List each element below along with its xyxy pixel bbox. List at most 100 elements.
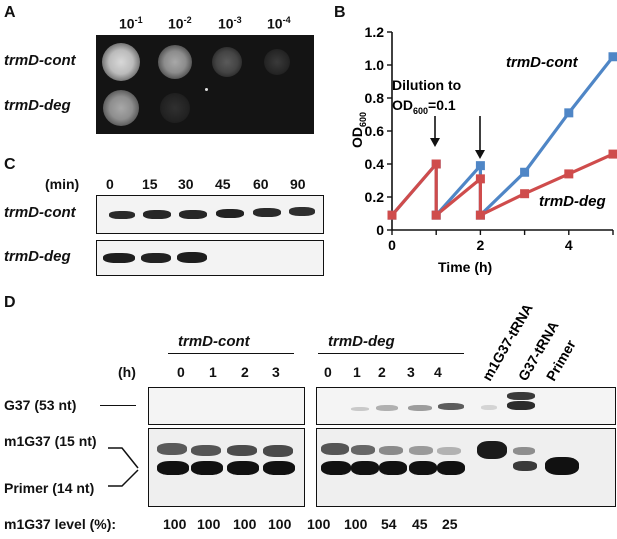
g37-band: [481, 405, 497, 410]
m1g37-band: [191, 445, 221, 456]
panel-a-row-deg: trmD-deg: [4, 97, 71, 114]
primer-band: [157, 461, 189, 475]
time-label: 45: [215, 176, 231, 192]
primer-band: [379, 461, 407, 475]
panel-c-row-deg: trmD-deg: [4, 248, 71, 265]
gel-lower-deg: [316, 428, 616, 507]
protein-band: [253, 208, 281, 217]
level-value: 54: [381, 516, 397, 532]
group-label-cont: trmD-cont: [178, 333, 250, 350]
dilution-arrow: [430, 116, 440, 147]
colony-spot: [102, 43, 140, 81]
lane-label: 2: [241, 364, 249, 380]
hour-unit-label: (h): [118, 364, 136, 380]
lane-label: 1: [353, 364, 361, 380]
data-point-trmD-cont: [475, 161, 485, 171]
panel-a-letter: A: [4, 4, 16, 21]
protein-band: [177, 252, 207, 263]
g37-band: [408, 405, 432, 411]
gel-lower-cont: [148, 428, 305, 507]
lane-label: 0: [177, 364, 185, 380]
primer-band: [227, 461, 259, 475]
western-blot-cont: [96, 195, 324, 234]
data-point-trmD-deg: [475, 174, 485, 184]
lane-label: 3: [272, 364, 280, 380]
m1g37-band: [321, 443, 349, 455]
protein-band: [143, 210, 171, 219]
colony-spot: [264, 49, 290, 75]
protein-band: [216, 209, 244, 218]
y-tick-label: 0.6: [365, 123, 385, 139]
primer-band: [437, 461, 465, 475]
time-label: 0: [106, 176, 114, 192]
data-point-trmD-cont: [564, 108, 574, 118]
m1g37-band: [379, 446, 403, 455]
time-label: 60: [253, 176, 269, 192]
data-point-trmD-deg: [431, 210, 441, 220]
m1g37-band: [409, 446, 433, 455]
g37-band: [376, 405, 398, 411]
dilution-annotation-line1: Dilution to: [392, 77, 461, 93]
primer-band: [263, 461, 295, 475]
chart-ticks: 0 0.2 0.4 0.6 0.8 1.0 1.2 0 2 4: [365, 24, 614, 253]
control-lane-labels: m1G37-tRNA G37-tRNA Primer: [479, 301, 579, 384]
y-tick-label: 0.2: [365, 189, 385, 205]
primer-band: [321, 461, 351, 475]
spot-plate-image: [96, 35, 314, 134]
group-label-deg: trmD-deg: [328, 333, 395, 350]
m1g37-band: [351, 445, 375, 455]
m1g37-band: [513, 447, 535, 455]
data-point-trmD-deg: [564, 169, 574, 179]
g37-pointer-line: [100, 405, 136, 406]
g37-band: [351, 407, 369, 411]
protein-band: [289, 207, 315, 216]
data-point-trmD-deg: [387, 210, 397, 220]
level-value: 100: [197, 516, 221, 532]
data-point-trmD-deg: [475, 210, 485, 220]
lane-label: 3: [407, 364, 415, 380]
growth-curve-chart: 0 0.2 0.4 0.6 0.8 1.0 1.2 0 2 4 Time (h) OD600 Di…: [349, 24, 617, 275]
level-value: 100: [233, 516, 257, 532]
series-label-deg: trmD-deg: [539, 193, 606, 210]
dilution-label-4: 10-4: [267, 15, 291, 32]
colony-spot: [212, 47, 242, 77]
panel-a-row-cont: trmD-cont: [4, 52, 76, 69]
primer-band: [191, 461, 223, 475]
primer-band-label: Primer (14 nt): [4, 480, 95, 496]
m1g37-band: [157, 443, 187, 455]
y-tick-label: 1.2: [365, 24, 385, 40]
primer-band: [545, 457, 579, 475]
dilution-label-3: 10-3: [218, 15, 242, 32]
m1g37-band-label: m1G37 (15 nt): [4, 433, 97, 449]
g37-band: [438, 403, 464, 410]
dilution-label-1: 10-1: [119, 15, 143, 32]
dilution-label-2: 10-2: [168, 15, 192, 32]
m1g37-band: [263, 445, 293, 457]
time-label: 15: [142, 176, 158, 192]
level-value: 100: [307, 516, 331, 532]
y-tick-label: 0.4: [365, 156, 385, 172]
series-label-cont: trmD-cont: [506, 54, 579, 71]
time-label: 90: [290, 176, 306, 192]
y-tick-label: 0.8: [365, 90, 385, 106]
time-label: 30: [178, 176, 194, 192]
speck: [205, 88, 208, 91]
y-axis-label: OD600: [349, 112, 368, 148]
level-value: 25: [442, 516, 458, 532]
g37-band-label: G37 (53 nt): [4, 397, 77, 413]
m1g37-level-label: m1G37 level (%):: [4, 516, 117, 532]
data-point-trmD-cont: [608, 52, 617, 62]
protein-band: [109, 211, 135, 219]
gel-upper-cont: [148, 387, 305, 425]
lane-label: 0: [324, 364, 332, 380]
panel-b-letter: B: [334, 4, 346, 21]
level-value: 100: [344, 516, 368, 532]
protein-band: [141, 253, 171, 263]
g37-trna-band: [507, 401, 535, 410]
dilution-annotation-line2: OD600=0.1: [392, 97, 456, 116]
dilution-arrow: [475, 116, 485, 159]
primer-band: [409, 461, 437, 475]
colony-spot: [160, 93, 190, 123]
g37-trna-band: [507, 392, 535, 400]
lane-label: 4: [434, 364, 442, 380]
